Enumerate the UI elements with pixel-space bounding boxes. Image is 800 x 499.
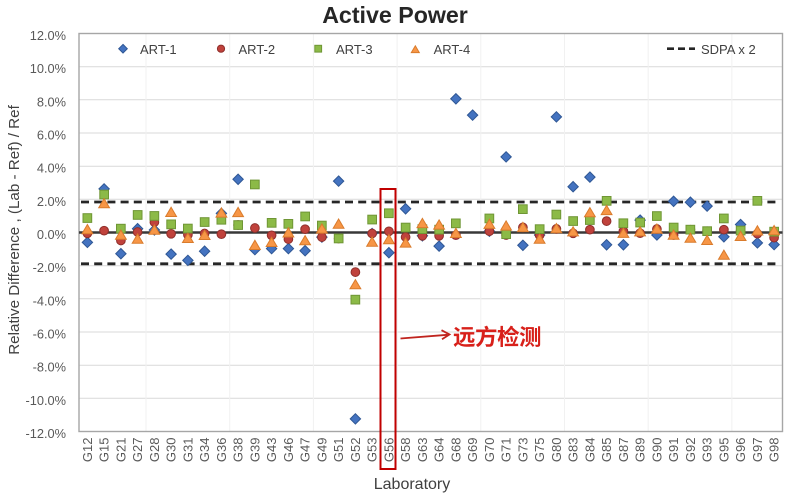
svg-text:Laboratory: Laboratory — [374, 476, 451, 493]
svg-text:Relative Difference , (Lab - R: Relative Difference , (Lab - Ref) / Ref — [6, 104, 23, 354]
svg-text:ART-2: ART-2 — [239, 42, 276, 57]
svg-text:G96: G96 — [733, 438, 748, 463]
svg-text:G98: G98 — [767, 438, 782, 463]
svg-text:-10.0%: -10.0% — [25, 393, 66, 408]
svg-text:G56: G56 — [381, 438, 396, 463]
svg-text:G38: G38 — [231, 438, 246, 463]
svg-text:-6.0%: -6.0% — [33, 327, 66, 342]
svg-text:-12.0%: -12.0% — [25, 426, 66, 441]
svg-text:G68: G68 — [448, 438, 463, 463]
svg-text:G12: G12 — [80, 438, 95, 463]
svg-text:G15: G15 — [97, 438, 112, 463]
svg-text:G51: G51 — [331, 438, 346, 463]
svg-text:G84: G84 — [582, 438, 597, 463]
svg-text:-8.0%: -8.0% — [33, 360, 66, 375]
svg-text:0.0%: 0.0% — [37, 227, 66, 242]
svg-text:ART-3: ART-3 — [336, 42, 373, 57]
svg-text:G64: G64 — [432, 438, 447, 463]
svg-text:G53: G53 — [365, 438, 380, 463]
svg-text:G36: G36 — [214, 438, 229, 463]
svg-text:-2.0%: -2.0% — [33, 260, 66, 275]
svg-text:G31: G31 — [180, 438, 195, 463]
svg-text:2.0%: 2.0% — [37, 194, 66, 209]
svg-text:G58: G58 — [398, 438, 413, 463]
svg-text:G21: G21 — [113, 438, 128, 463]
svg-text:G63: G63 — [415, 438, 430, 463]
svg-text:G46: G46 — [281, 438, 296, 463]
svg-text:G83: G83 — [566, 438, 581, 463]
svg-text:G71: G71 — [499, 438, 514, 463]
svg-text:G69: G69 — [465, 438, 480, 463]
svg-text:8.0%: 8.0% — [37, 94, 66, 109]
svg-text:G52: G52 — [348, 438, 363, 463]
svg-text:G34: G34 — [197, 438, 212, 463]
svg-text:G92: G92 — [683, 438, 698, 463]
svg-text:G97: G97 — [750, 438, 765, 463]
svg-text:G28: G28 — [147, 438, 162, 463]
svg-text:G43: G43 — [264, 438, 279, 463]
svg-text:G80: G80 — [549, 438, 564, 463]
svg-text:G70: G70 — [482, 438, 497, 463]
svg-text:ART-4: ART-4 — [434, 42, 471, 57]
svg-text:G75: G75 — [532, 438, 547, 463]
svg-text:G89: G89 — [633, 438, 648, 463]
svg-text:G30: G30 — [164, 438, 179, 463]
svg-text:G85: G85 — [599, 438, 614, 463]
svg-text:G93: G93 — [700, 438, 715, 463]
svg-text:ART-1: ART-1 — [140, 42, 177, 57]
svg-text:G91: G91 — [666, 438, 681, 463]
svg-text:6.0%: 6.0% — [37, 128, 66, 143]
svg-text:12.0%: 12.0% — [30, 28, 66, 43]
svg-text:G90: G90 — [649, 438, 664, 463]
svg-text:4.0%: 4.0% — [37, 161, 66, 176]
svg-text:-4.0%: -4.0% — [33, 293, 66, 308]
svg-text:G39: G39 — [247, 438, 262, 463]
svg-text:G47: G47 — [298, 438, 313, 463]
svg-text:Active Power: Active Power — [322, 2, 468, 28]
svg-text:G49: G49 — [314, 438, 329, 463]
svg-text:SDPA x 2: SDPA x 2 — [701, 42, 756, 57]
svg-text:G73: G73 — [515, 438, 530, 463]
svg-text:G27: G27 — [130, 438, 145, 463]
svg-text:G95: G95 — [716, 438, 731, 463]
svg-text:10.0%: 10.0% — [30, 61, 66, 76]
svg-text:G87: G87 — [616, 438, 631, 463]
